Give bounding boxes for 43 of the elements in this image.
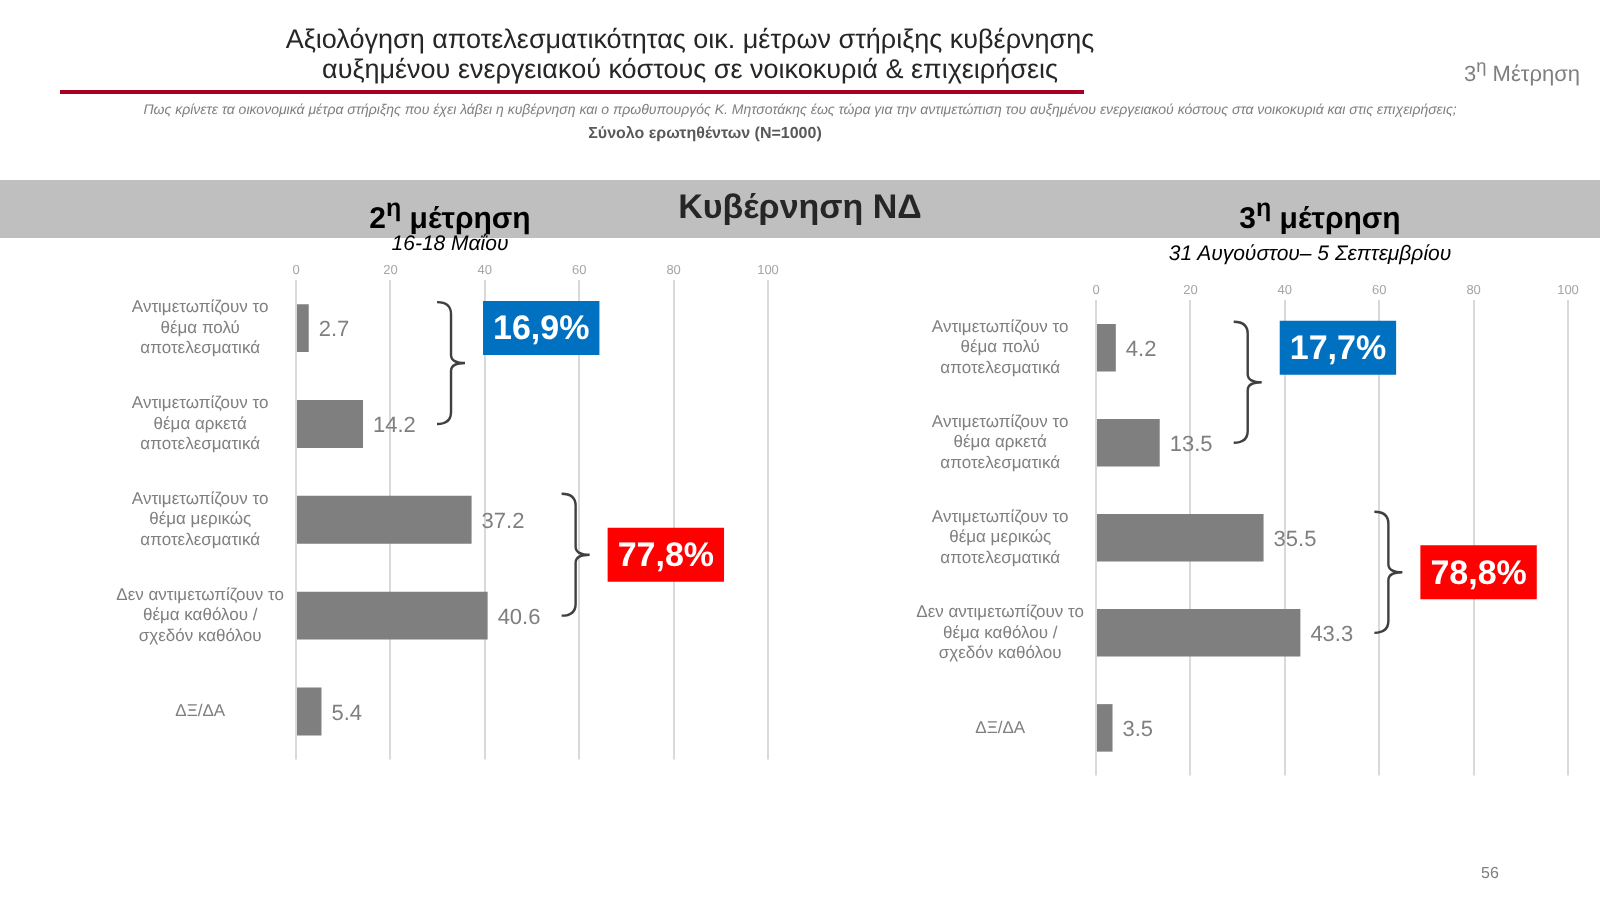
text: Αξιολόγηση αποτελεσματικότητας οικ. μέτρων στήριξης κυβέρνησης αυξημένου ενεργειακού κόστους σε νοικοκυριά & επιχειρήσεις: [283, 24, 1097, 84]
data-label: 3.5: [1122, 717, 1154, 742]
annotation: 16,9%: [493, 309, 590, 348]
y-tick-label: Αντιμετωπίζουν το θέμα πολύ αποτελεσματικά: [931, 316, 1070, 377]
data-label: 13.5: [1169, 432, 1213, 457]
text: 56: [1479, 864, 1501, 882]
chart-subtitle: 16-18 Μαΐου: [391, 232, 509, 256]
y-tick-label: Αντιμετωπίζουν το θέμα μερικώς αποτελεσματικά: [931, 506, 1070, 567]
data-label: 37.2: [481, 509, 525, 534]
text: Κυβέρνηση ΝΔ: [676, 188, 924, 228]
annotation: 17,7%: [1289, 329, 1387, 368]
chart-title: 2$^{η}$ μέτρηση: [367, 194, 533, 236]
bar: [297, 687, 322, 736]
y-tick-label: ΔΞ/ΔΑ: [975, 716, 1026, 737]
data-label: 35.5: [1273, 527, 1317, 552]
bar: [297, 591, 488, 640]
bar: [297, 400, 364, 448]
data-label: 5.4: [331, 701, 363, 726]
bar: [1097, 704, 1113, 752]
y-tick-label: Δεν αντιμετωπίζουν το θέμα καθόλου / σχεδόν καθόλου: [116, 583, 285, 645]
chart-title: 3$^{η}$ μέτρηση: [1237, 194, 1403, 236]
data-label: 2.7: [318, 318, 350, 343]
data-label: 14.2: [373, 414, 416, 439]
y-tick-label: Δεν αντιμετωπίζουν το θέμα καθόλου / σχεδόν καθόλου: [916, 601, 1085, 662]
text: Σύνολο ερωτηθέντων (N=1000): [586, 124, 824, 142]
y-tick-label: Αντιμετωπίζουν το θέμα πολύ αποτελεσματικά: [131, 296, 270, 358]
data-label: 4.2: [1125, 337, 1157, 362]
y-tick-label: Αντιμετωπίζουν το θέμα μερικώς αποτελεσματικά: [131, 488, 270, 549]
y-tick-label: ΔΞ/ΔΑ: [175, 700, 226, 721]
data-label: 40.6: [497, 605, 541, 630]
y-tick-label: Αντιμετωπίζουν το θέμα αρκετά αποτελεσματικά: [931, 411, 1070, 472]
y-tick-label: Αντιμετωπίζουν το θέμα αρκετά αποτελεσματικά: [131, 392, 270, 454]
bar: [297, 304, 309, 353]
text: 3$^{η}$ Μέτρηση: [1462, 56, 1580, 88]
annotation: 77,8%: [617, 536, 715, 575]
bar: [1097, 323, 1116, 372]
bar: [1097, 419, 1160, 467]
bar: [1097, 609, 1301, 657]
data-label: 43.3: [1310, 622, 1354, 647]
annotation: 78,8%: [1430, 553, 1527, 592]
chart-subtitle: 31 Αυγούστου– 5 Σεπτεμβρίου: [1166, 242, 1454, 266]
bar: [1097, 514, 1264, 562]
bar: [297, 495, 472, 544]
